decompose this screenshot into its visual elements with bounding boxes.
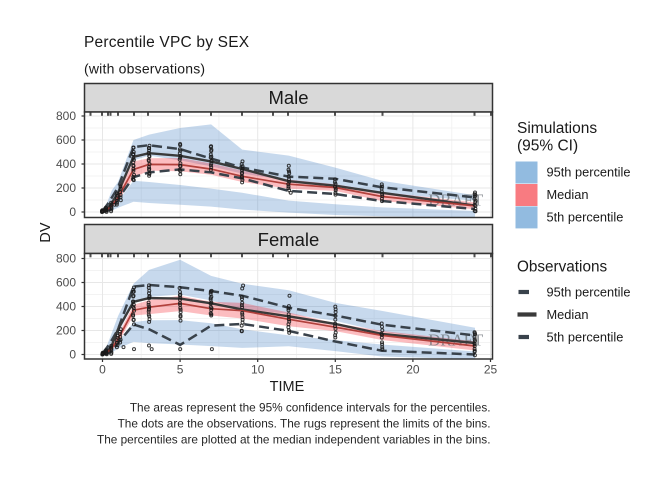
svg-text:TIME: TIME bbox=[270, 379, 305, 395]
svg-text:25: 25 bbox=[484, 363, 498, 377]
svg-text:95th percentile: 95th percentile bbox=[547, 285, 631, 300]
svg-text:Female: Female bbox=[258, 229, 320, 250]
svg-text:800: 800 bbox=[56, 252, 76, 266]
svg-text:Median: Median bbox=[547, 187, 589, 202]
svg-text:200: 200 bbox=[56, 181, 76, 195]
svg-text:5th percentile: 5th percentile bbox=[547, 210, 624, 225]
svg-text:0: 0 bbox=[69, 205, 76, 219]
svg-text:DV: DV bbox=[38, 222, 54, 242]
svg-text:95th percentile: 95th percentile bbox=[547, 165, 631, 180]
svg-text:200: 200 bbox=[56, 324, 76, 338]
svg-text:Male: Male bbox=[268, 87, 308, 108]
svg-text:(with observations): (with observations) bbox=[84, 61, 205, 77]
svg-text:Median: Median bbox=[547, 307, 589, 322]
svg-text:0: 0 bbox=[69, 348, 76, 362]
svg-text:400: 400 bbox=[56, 157, 76, 171]
svg-text:800: 800 bbox=[56, 109, 76, 123]
svg-text:5th percentile: 5th percentile bbox=[547, 330, 624, 345]
svg-text:400: 400 bbox=[56, 300, 76, 314]
svg-text:15: 15 bbox=[329, 363, 343, 377]
svg-text:The areas represent the 95% co: The areas represent the 95% confidence i… bbox=[130, 401, 491, 415]
svg-text:(95% CI): (95% CI) bbox=[517, 138, 578, 155]
svg-text:Observations: Observations bbox=[517, 259, 607, 276]
svg-text:10: 10 bbox=[251, 363, 265, 377]
svg-text:Percentile VPC by SEX: Percentile VPC by SEX bbox=[84, 34, 250, 51]
svg-text:The percentiles are plotted at: The percentiles are plotted at the media… bbox=[97, 433, 491, 447]
svg-text:5: 5 bbox=[177, 363, 184, 377]
svg-text:600: 600 bbox=[56, 276, 76, 290]
svg-text:The dots are the observations.: The dots are the observations. The rugs … bbox=[118, 417, 491, 431]
svg-text:20: 20 bbox=[406, 363, 420, 377]
svg-text:Simulations: Simulations bbox=[517, 120, 597, 137]
svg-text:0: 0 bbox=[99, 363, 106, 377]
svg-text:600: 600 bbox=[56, 133, 76, 147]
